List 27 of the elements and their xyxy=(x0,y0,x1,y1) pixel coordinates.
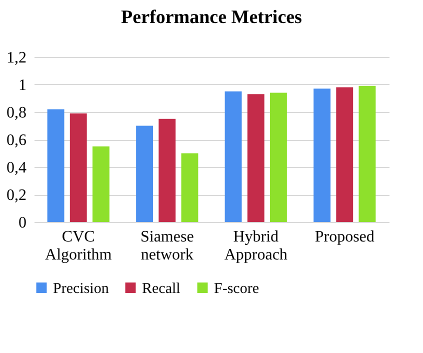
y-tick-label: 0,6 xyxy=(6,132,26,149)
y-tick-label: 1,2 xyxy=(6,50,26,66)
legend-label: Recall xyxy=(142,280,180,297)
bar xyxy=(358,86,376,222)
bar xyxy=(47,109,64,222)
legend-label: Precision xyxy=(53,280,110,297)
bar xyxy=(136,126,154,222)
bar xyxy=(224,91,242,222)
x-tick-label: Proposed xyxy=(314,228,374,246)
y-tick-label: 0 xyxy=(18,214,26,232)
x-tick-label: CVC Algorithm xyxy=(45,228,112,264)
x-tick-label: Siamese network xyxy=(140,228,194,264)
y-tick-label: 1 xyxy=(18,77,26,94)
legend-label: F-score xyxy=(214,280,260,297)
bar xyxy=(181,153,198,222)
y-tick-label: 0,2 xyxy=(6,187,26,204)
bar xyxy=(336,87,354,222)
bar xyxy=(158,118,176,222)
bar xyxy=(70,113,87,222)
bar xyxy=(314,88,331,222)
bar xyxy=(270,92,287,222)
chart-title: Performance Metrices xyxy=(121,7,302,28)
y-tick-label: 0,4 xyxy=(6,160,26,176)
x-tick-label: Hybrid Approach xyxy=(224,228,288,264)
bar xyxy=(247,94,264,222)
y-tick-label: 0,8 xyxy=(6,104,26,122)
bar xyxy=(92,146,110,222)
